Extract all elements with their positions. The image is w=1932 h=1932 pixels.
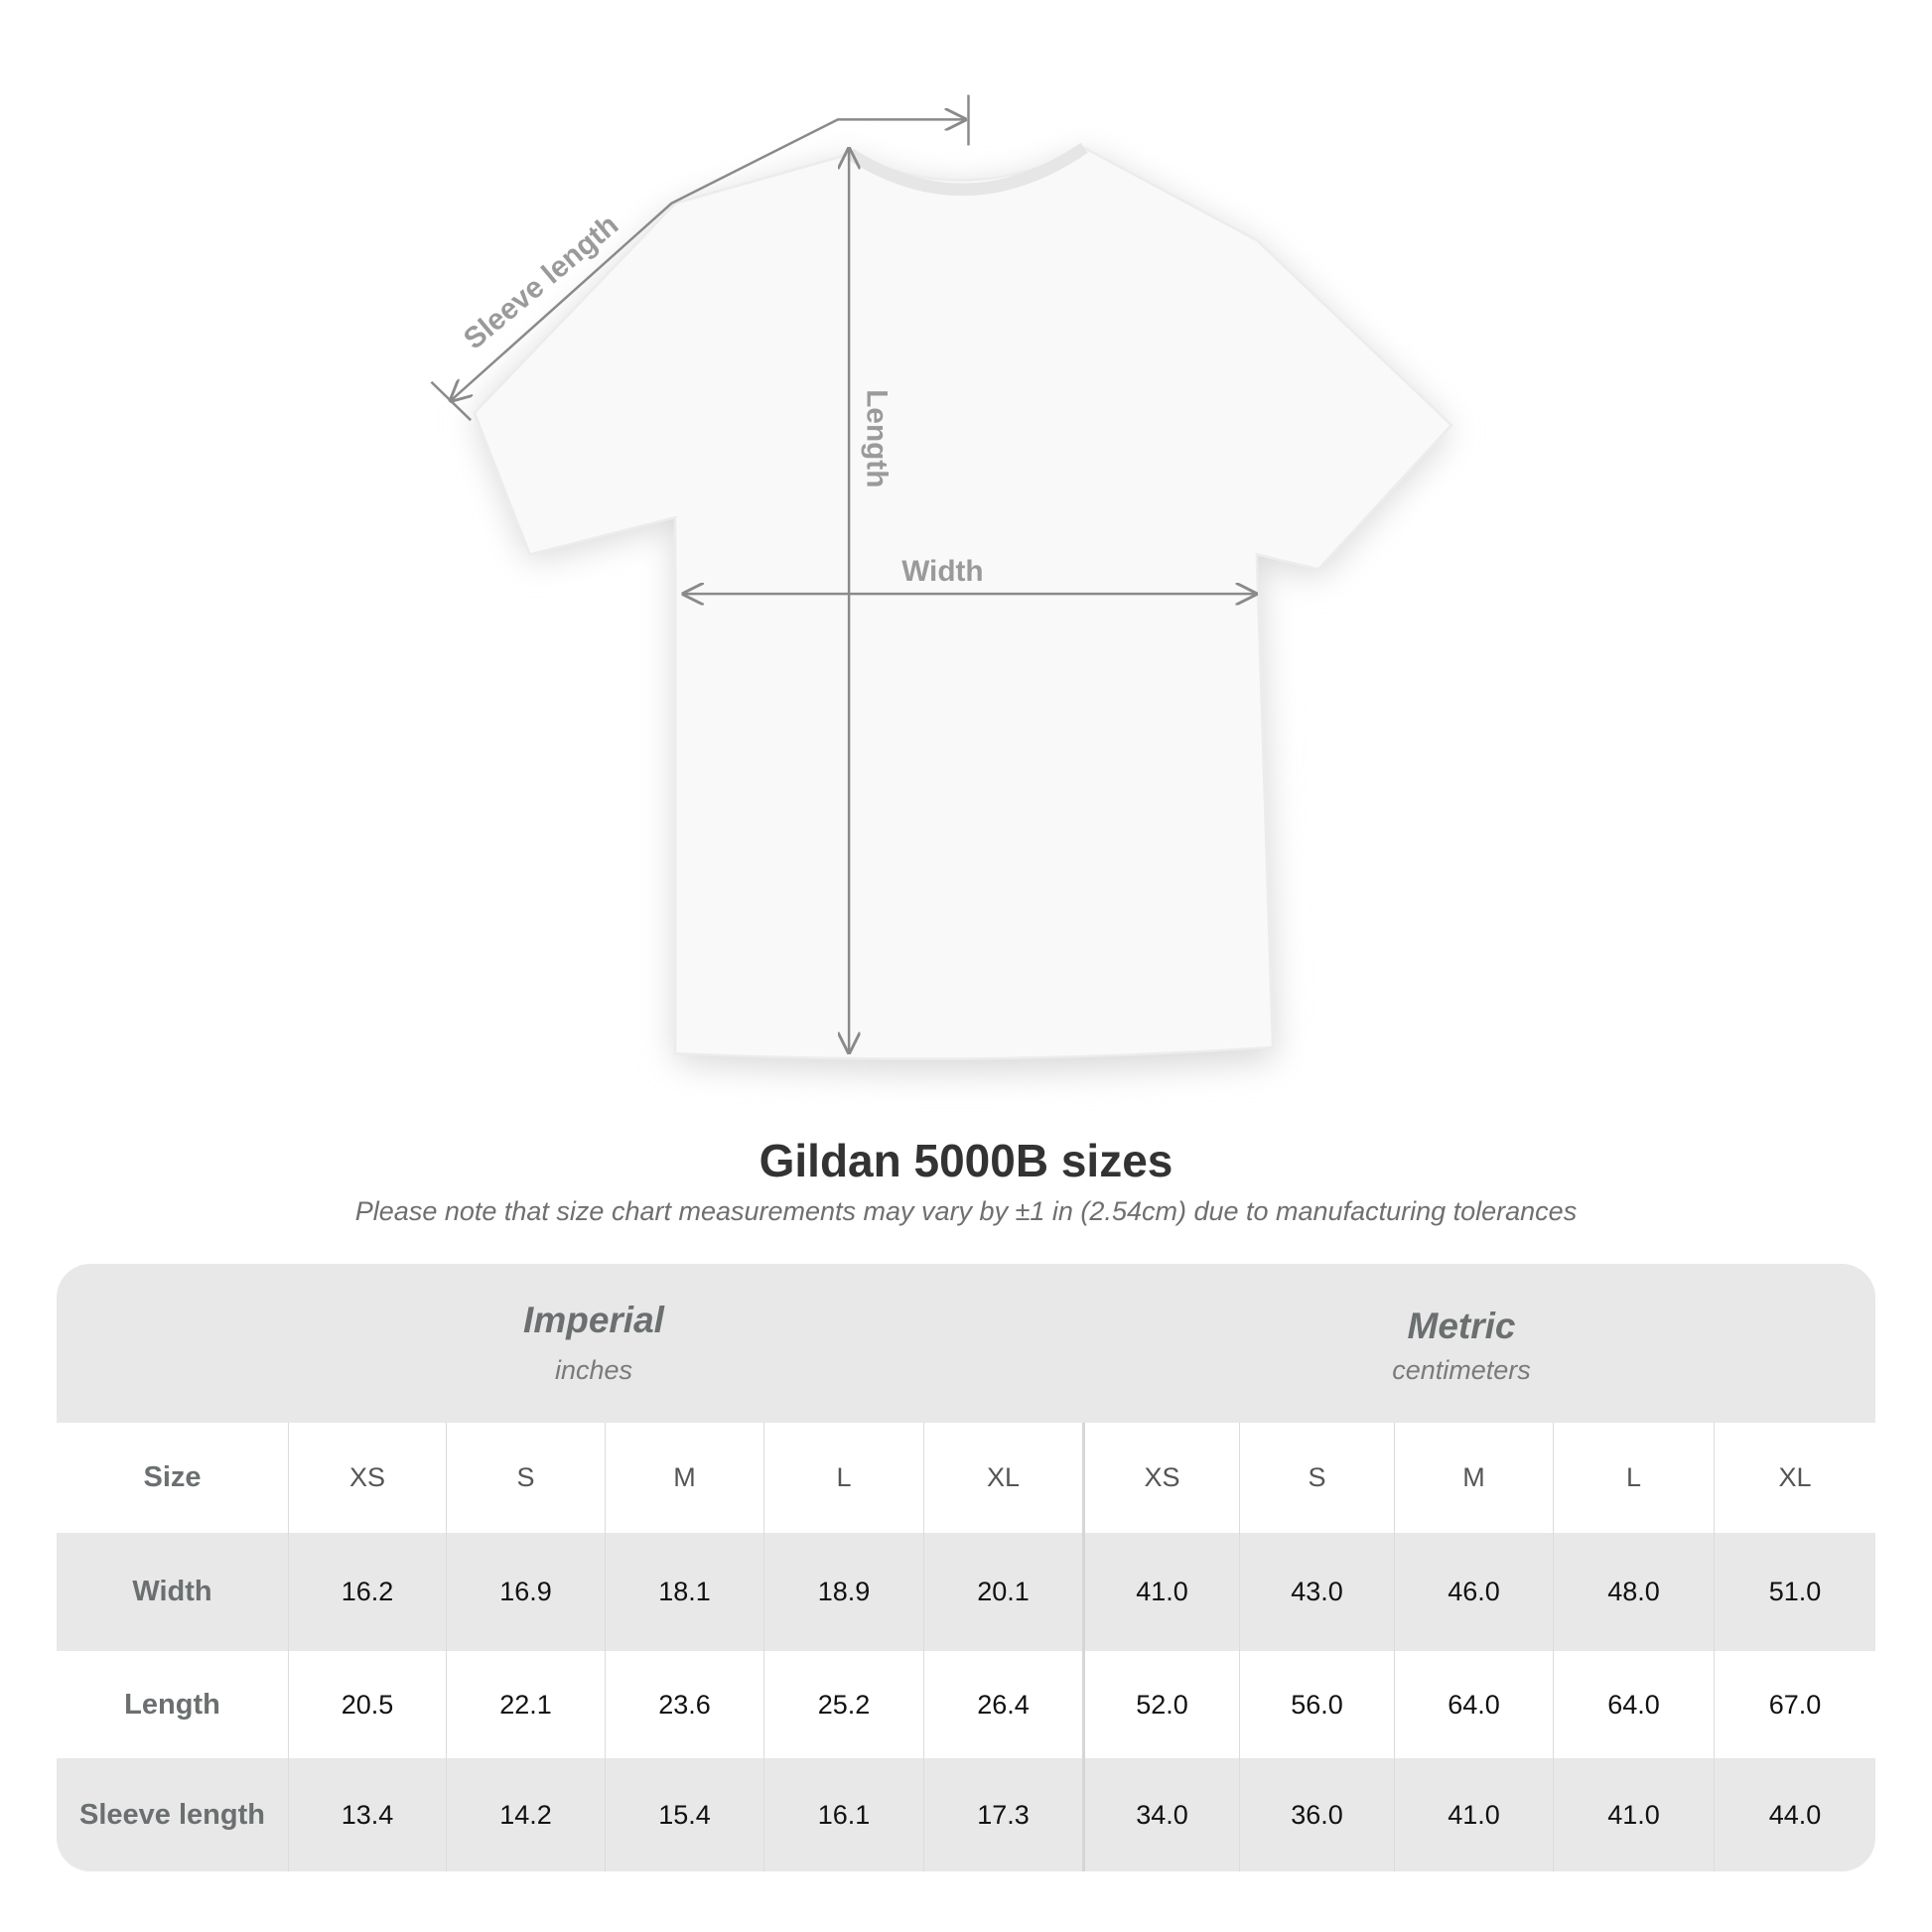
- width-label: Width: [901, 555, 983, 588]
- size-header-cell: L: [1553, 1423, 1714, 1533]
- table-cell: 41.0: [1082, 1533, 1239, 1651]
- size-header-cell: S: [1239, 1423, 1394, 1533]
- table-cell: 64.0: [1553, 1651, 1714, 1758]
- table-row: Length 20.5 22.1 23.6 25.2 26.4 52.0 56.0 64.0 64…: [57, 1651, 1875, 1758]
- size-header-cell: M: [605, 1423, 763, 1533]
- size-column-header: Size: [143, 1461, 202, 1493]
- table-header: Imperial inches Metric centimeters: [57, 1264, 1875, 1423]
- tolerance-note: Please note that size chart measurements…: [354, 1196, 1578, 1226]
- table-cell: 15.4: [605, 1758, 763, 1871]
- table-cell: 16.2: [288, 1533, 446, 1651]
- size-header-cell: XS: [288, 1423, 446, 1533]
- size-header-cell: XL: [923, 1423, 1082, 1533]
- size-header-cell: L: [763, 1423, 923, 1533]
- imperial-unit: inches: [554, 1355, 633, 1385]
- table-cell: 48.0: [1553, 1533, 1714, 1651]
- table-cell: 18.9: [763, 1533, 923, 1651]
- table-cell: 18.1: [605, 1533, 763, 1651]
- table-cell: 64.0: [1394, 1651, 1553, 1758]
- size-table: Imperial inches Metric centimeters Size X…: [57, 1264, 1875, 1871]
- table-cell: 34.0: [1082, 1758, 1239, 1871]
- row-label: Width: [132, 1576, 212, 1607]
- table-cell: 26.4: [923, 1651, 1082, 1758]
- table-cell: 56.0: [1239, 1651, 1394, 1758]
- table-cell: 16.1: [763, 1758, 923, 1871]
- table-cell: 20.5: [288, 1651, 446, 1758]
- table-cell: 17.3: [923, 1758, 1082, 1871]
- table-cell: 20.1: [923, 1533, 1082, 1651]
- size-header-cell: XL: [1714, 1423, 1875, 1533]
- table-cell: 46.0: [1394, 1533, 1553, 1651]
- table-cell: 14.2: [446, 1758, 605, 1871]
- row-label: Sleeve length: [79, 1798, 265, 1831]
- table-cell: 23.6: [605, 1651, 763, 1758]
- table-cell: 51.0: [1714, 1533, 1875, 1651]
- sleeve-length-arrow: [451, 119, 964, 400]
- sleeve-end-tick: [430, 380, 472, 422]
- table-cell: 41.0: [1553, 1758, 1714, 1871]
- imperial-header: Imperial inches: [296, 1300, 892, 1386]
- size-header-cell: M: [1394, 1423, 1553, 1533]
- shirt-body: [473, 146, 1453, 1060]
- table-cell: 43.0: [1239, 1533, 1394, 1651]
- row-label: Length: [124, 1688, 220, 1721]
- size-header-cell: S: [446, 1423, 605, 1533]
- size-header-row: Size XS S M L XL XS S M L XL: [57, 1423, 1875, 1533]
- imperial-title: Imperial: [523, 1300, 664, 1340]
- table-cell: 67.0: [1714, 1651, 1875, 1758]
- table-cell: 44.0: [1714, 1758, 1875, 1871]
- length-label: Length: [860, 389, 893, 487]
- table-cell: 36.0: [1239, 1758, 1394, 1871]
- table-cell: 16.9: [446, 1533, 605, 1651]
- table-cell: 41.0: [1394, 1758, 1553, 1871]
- table-row: Sleeve length 13.4 14.2 15.4 16.1 17.3 34.0 36.…: [57, 1758, 1875, 1871]
- table-cell: 13.4: [288, 1758, 446, 1871]
- size-header-cell: XS: [1082, 1423, 1239, 1533]
- metric-unit: centimeters: [1392, 1355, 1531, 1385]
- metric-title: Metric: [1407, 1306, 1516, 1346]
- table-cell: 52.0: [1082, 1651, 1239, 1758]
- tshirt-diagram: Sleeve length Length Width: [430, 94, 1453, 1072]
- table-cell: 25.2: [763, 1651, 923, 1758]
- metric-header: Metric centimeters: [1164, 1306, 1759, 1386]
- table-row: Width 16.2 16.9 18.1 18.9 20.1 41.0 43.0 46.0 48.…: [57, 1533, 1875, 1651]
- table-cell: 22.1: [446, 1651, 605, 1758]
- page-title: Gildan 5000B sizes: [759, 1135, 1173, 1186]
